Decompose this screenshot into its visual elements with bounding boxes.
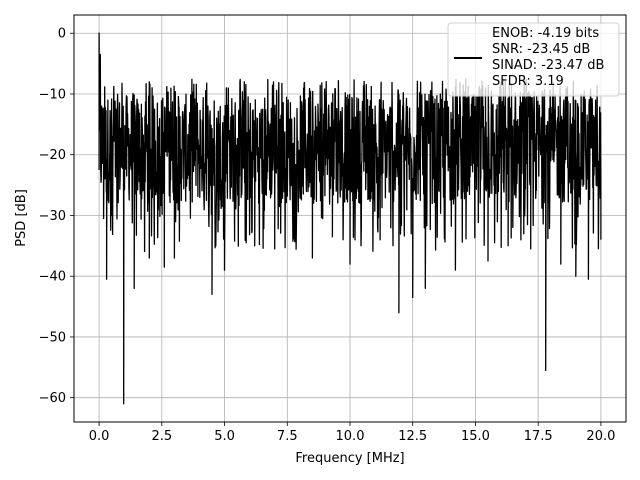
x-tick-label: 15.0 [461, 429, 490, 444]
x-tick-label: 2.5 [151, 429, 172, 444]
x-tick-label: 20.0 [586, 429, 615, 444]
legend-entry-label: ENOB: -4.19 bits SNR: -23.45 dB SINAD: -23… [492, 26, 604, 89]
y-tick-label: −50 [39, 330, 66, 345]
legend-line-3: SINAD: -23.47 dB [492, 58, 604, 73]
x-tick-label: 17.5 [524, 429, 553, 444]
psd-trace [98, 32, 602, 405]
x-tick-label: 10.0 [336, 429, 365, 444]
y-tick-label: 0 [58, 27, 66, 42]
y-axis-label: PSD [dB] [14, 189, 29, 247]
y-tick-label: −40 [39, 270, 66, 285]
x-tick-label: 7.5 [277, 429, 298, 444]
legend-box [447, 22, 620, 97]
x-axis-label: Frequency [MHz] [295, 451, 404, 466]
y-tick-label: −10 [39, 87, 66, 102]
psd-series [98, 32, 602, 405]
x-tick-label: 5.0 [214, 429, 235, 444]
legend-line-1: ENOB: -4.19 bits [492, 26, 599, 41]
axis-ticks: 0.0 2.5 5.0 7.5 10.0 12.5 15.0 17.5 20.0 0 −10 −20 −… [39, 27, 616, 444]
legend: ENOB: -4.19 bits SNR: -23.45 dB SINAD: -23… [447, 22, 620, 97]
x-tick-label: 12.5 [398, 429, 427, 444]
legend-line-2: SNR: -23.45 dB [492, 42, 590, 57]
x-tick-label: 0.0 [89, 429, 110, 444]
y-tick-label: −20 [39, 148, 66, 163]
legend-line-4: SFDR: 3.19 [492, 74, 564, 89]
y-tick-label: −60 [39, 391, 66, 406]
y-tick-label: −30 [39, 209, 66, 224]
